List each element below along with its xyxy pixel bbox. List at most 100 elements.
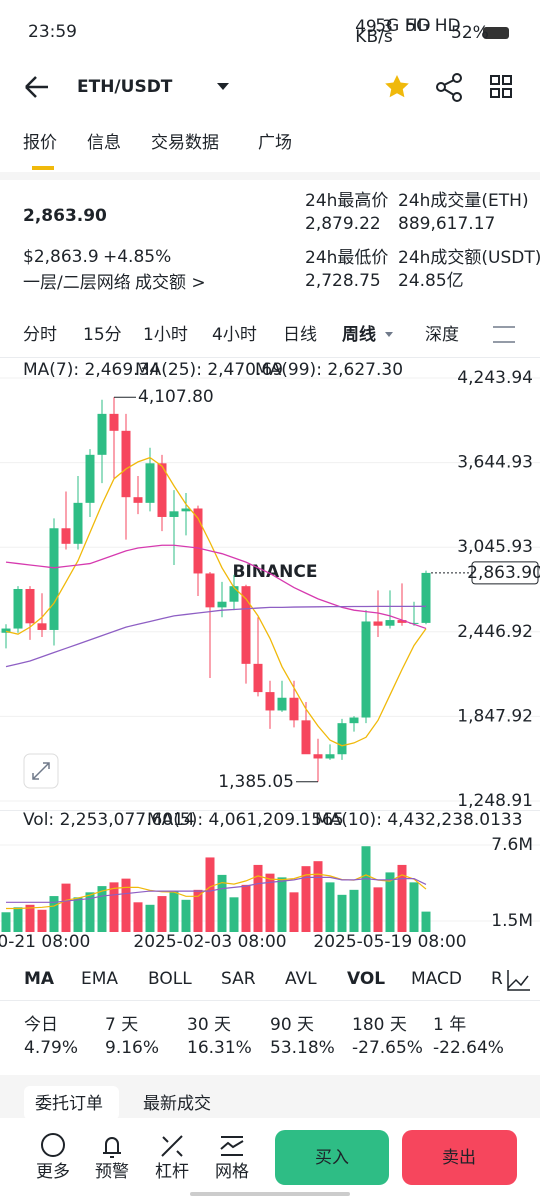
candle-body [301, 720, 311, 755]
buy-button[interactable] [275, 1130, 389, 1185]
y-tick-label: 3,045.93 [457, 537, 533, 557]
star-icon[interactable] [385, 75, 409, 98]
ma-legend: MA(25): 2,470.69 [135, 360, 283, 380]
candle-body [157, 463, 167, 517]
candle-body [385, 620, 395, 626]
tag: 一层/二层网络 [23, 273, 131, 293]
alert-icon[interactable] [103, 1137, 121, 1158]
indicator-tab[interactable]: VOL [347, 969, 385, 989]
volume-bar [37, 909, 47, 932]
sell-label[interactable]: 卖出 [442, 1148, 476, 1168]
indicator-settings[interactable] [507, 970, 530, 991]
indicator-tab[interactable]: EMA [81, 969, 118, 989]
candle-body [73, 502, 83, 544]
volume-bar [325, 882, 335, 932]
tab[interactable]: 报价 [23, 133, 57, 153]
tab[interactable]: 广场 [258, 133, 292, 153]
more-icon[interactable] [41, 1133, 65, 1157]
chart-settings[interactable] [493, 326, 515, 343]
stat-value: 24.85亿 [398, 271, 464, 291]
battery: 52% [451, 23, 489, 43]
max-label: 4,107.80 [138, 387, 214, 407]
candle-body [145, 463, 155, 503]
bottom-item[interactable]: 更多 [36, 1162, 70, 1182]
signal: 5G HD [405, 16, 460, 36]
stat-label: 24h成交额(USDT) [398, 248, 540, 268]
vol-legend: Vol: 2,253,077.6014 [23, 810, 195, 830]
interval[interactable]: 日线 [283, 325, 317, 345]
volume-bar [421, 911, 431, 932]
candle-body [313, 754, 323, 759]
candle-body [349, 717, 359, 724]
indicator-tab[interactable]: SAR [221, 969, 256, 989]
sep [0, 810, 540, 811]
interval[interactable]: 周线 [342, 324, 376, 345]
bottom-item[interactable]: 杠杆 [155, 1162, 189, 1182]
sep [0, 357, 540, 358]
period-label: 30 天 [187, 1015, 231, 1035]
volume-bar [61, 883, 71, 932]
indicator-tab[interactable]: BOLL [148, 969, 192, 989]
min-label: 1,385.05 [218, 772, 294, 792]
volume-bar [193, 889, 203, 932]
indicator-tab[interactable]: R [491, 969, 503, 989]
net-unit: KB/s [355, 27, 393, 47]
candle-body [421, 572, 431, 623]
volume-bar [133, 902, 143, 932]
interval[interactable]: 4小时 [212, 325, 257, 345]
pair-caret[interactable] [217, 83, 229, 90]
interval[interactable]: 分时 [23, 325, 57, 345]
order-tab[interactable]: 最新成交 [143, 1094, 211, 1114]
tab[interactable]: 信息 [87, 133, 121, 153]
interval[interactable]: 深度 [425, 325, 459, 345]
vol-legend: MA(5): 4,061,209.1565 [147, 810, 344, 830]
leverage-icon[interactable] [161, 1135, 183, 1157]
usd-price: $2,863.9 [23, 247, 99, 267]
candle-body [277, 697, 287, 711]
divider [0, 172, 540, 180]
volume-bar [13, 907, 23, 932]
volume-bar [313, 861, 323, 932]
ma-line [5, 544, 427, 630]
volume-bar [205, 857, 215, 932]
volume-bar [337, 894, 347, 932]
indicator-tab[interactable]: MACD [411, 969, 462, 989]
grid-bot-icon[interactable] [220, 1136, 244, 1156]
volume-bar [301, 866, 311, 932]
bottom-item[interactable]: 网格 [215, 1162, 249, 1182]
net-speed: 49.3 [355, 17, 393, 37]
buy-label[interactable]: 买入 [315, 1148, 349, 1168]
back-icon[interactable] [25, 76, 48, 98]
sell-button[interactable] [402, 1130, 517, 1185]
volume-bar [25, 904, 35, 932]
candle-body [217, 601, 227, 608]
candle-body [25, 588, 35, 624]
volume-bar [409, 882, 419, 932]
indicator-tab[interactable]: AVL [285, 969, 317, 989]
indicator-tab[interactable]: MA [24, 969, 55, 989]
candle-body [61, 528, 71, 544]
ma-line [5, 456, 427, 747]
candle-body [253, 663, 263, 693]
grid-icon[interactable] [490, 75, 512, 98]
order-tab-bg [24, 1086, 119, 1120]
volume-bar [289, 892, 299, 932]
interval[interactable]: 15分 [83, 325, 122, 345]
period-value: -22.64% [433, 1038, 504, 1058]
candle-body [133, 497, 143, 503]
share-icon[interactable] [436, 73, 462, 102]
volume-bar [385, 872, 395, 932]
order-tab[interactable]: 委托订单 [35, 1094, 103, 1114]
candle-body [241, 586, 251, 664]
volume-bar [397, 864, 407, 932]
bottom-item[interactable]: 预警 [95, 1162, 129, 1182]
candle-body [85, 454, 95, 503]
period-label: 180 天 [352, 1015, 407, 1035]
tab[interactable]: 交易数据 [151, 133, 219, 153]
period-label: 1 年 [433, 1015, 466, 1035]
candle-body [229, 586, 239, 602]
sep [125, 276, 126, 290]
interval[interactable]: 1小时 [143, 325, 188, 345]
candle-body [97, 413, 107, 455]
